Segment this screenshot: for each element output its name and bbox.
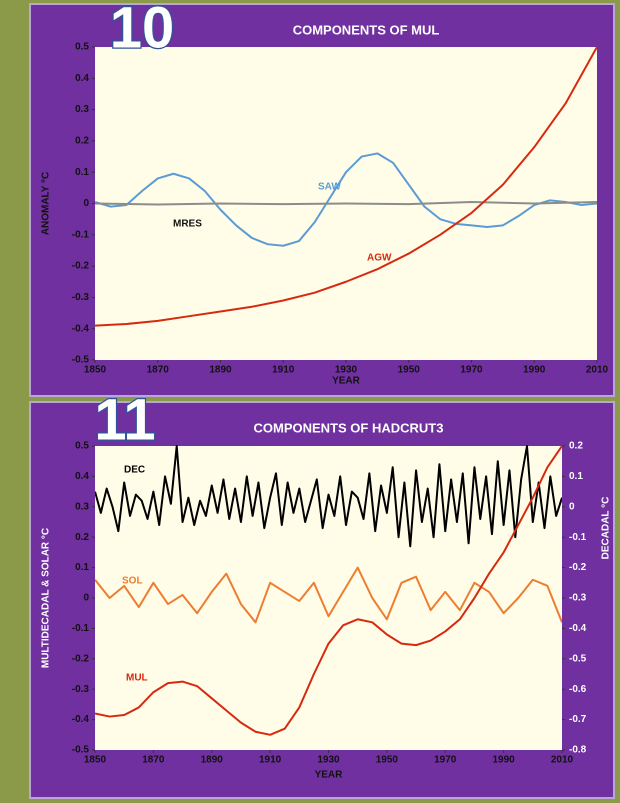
y2-tick-label: -0.5 — [569, 653, 587, 664]
x-tick-label: 2010 — [586, 365, 609, 376]
x-tick-label: 1990 — [493, 755, 516, 766]
x-tick-label: 1890 — [201, 755, 224, 766]
series-line — [95, 445, 562, 736]
x-axis-label: YEAR — [332, 376, 361, 387]
y2-tick-label: -0.3 — [569, 593, 587, 604]
y-tick-label: -0.1 — [72, 623, 90, 634]
y-tick-label: 0 — [83, 198, 89, 209]
series-line — [95, 152, 597, 247]
y-tick-label: 0.3 — [75, 501, 89, 512]
series-line — [95, 46, 597, 327]
y-tick-label: -0.5 — [72, 355, 90, 366]
y-tick-label: 0.5 — [75, 42, 89, 53]
y-tick-label: -0.2 — [72, 261, 90, 272]
y-axis-label: MULTIDECADAL & SOLAR °C — [41, 528, 52, 668]
annotation: DEC — [124, 465, 145, 476]
series-line — [95, 445, 562, 548]
y-tick-label: -0.4 — [72, 323, 90, 334]
y-tick-label: 0 — [83, 593, 89, 604]
annotation: SAW — [318, 182, 341, 193]
y-tick-label: 0.2 — [75, 532, 89, 543]
y-tick-label: 0.5 — [75, 441, 89, 452]
x-tick-label: 1970 — [460, 365, 483, 376]
y2-tick-label: 0.1 — [569, 471, 583, 482]
x-tick-label: 1950 — [398, 365, 421, 376]
y-tick-label: 0.4 — [75, 471, 89, 482]
chart-title: COMPONENTS OF MUL — [293, 22, 440, 37]
y2-axis-label: DECADAL °C — [601, 497, 612, 560]
y2-tick-label: 0 — [569, 501, 575, 512]
x-tick-label: 1930 — [317, 755, 340, 766]
x-tick-label: 2010 — [551, 755, 574, 766]
y-tick-label: 0.1 — [75, 562, 89, 573]
x-tick-label: 1930 — [335, 365, 358, 376]
x-tick-label: 1910 — [272, 365, 295, 376]
y2-tick-label: -0.8 — [569, 745, 587, 756]
plot-area — [95, 446, 562, 750]
y-tick-label: 0.4 — [75, 73, 89, 84]
x-tick-label: 1910 — [259, 755, 282, 766]
series-line — [95, 566, 562, 624]
y-tick-label: 0.2 — [75, 136, 89, 147]
x-tick-label: 1990 — [523, 365, 546, 376]
y2-tick-label: 0.2 — [569, 441, 583, 452]
y-tick-label: 0.3 — [75, 104, 89, 115]
panel-number: 11 — [94, 387, 155, 452]
y2-tick-label: -0.6 — [569, 684, 587, 695]
x-tick-label: 1870 — [147, 365, 170, 376]
y-tick-label: -0.1 — [72, 229, 90, 240]
x-tick-label: 1870 — [142, 755, 165, 766]
y-tick-label: -0.3 — [72, 292, 90, 303]
y-tick-label: -0.4 — [72, 714, 90, 725]
x-tick-label: 1850 — [84, 365, 107, 376]
annotation: AGW — [367, 253, 392, 264]
annotation: MRES — [173, 219, 202, 230]
panel-number: 10 — [110, 0, 175, 60]
y2-tick-label: -0.7 — [569, 714, 587, 725]
series-line — [95, 200, 597, 206]
chart-title: COMPONENTS OF HADCRUT3 — [254, 420, 444, 435]
x-tick-label: 1850 — [84, 755, 107, 766]
y2-tick-label: -0.4 — [569, 623, 587, 634]
y-tick-label: -0.2 — [72, 653, 90, 664]
x-tick-label: 1970 — [434, 755, 457, 766]
y-tick-label: 0.1 — [75, 167, 89, 178]
x-axis-label: YEAR — [315, 770, 344, 781]
y2-tick-label: -0.1 — [569, 532, 587, 543]
y-tick-label: -0.5 — [72, 745, 90, 756]
annotation: SOL — [122, 576, 143, 587]
y-tick-label: -0.3 — [72, 684, 90, 695]
x-tick-label: 1890 — [209, 365, 232, 376]
x-tick-label: 1950 — [376, 755, 399, 766]
y-axis-label: ANOMALY °C — [41, 172, 52, 235]
y2-tick-label: -0.2 — [569, 562, 587, 573]
annotation: MUL — [126, 673, 148, 684]
